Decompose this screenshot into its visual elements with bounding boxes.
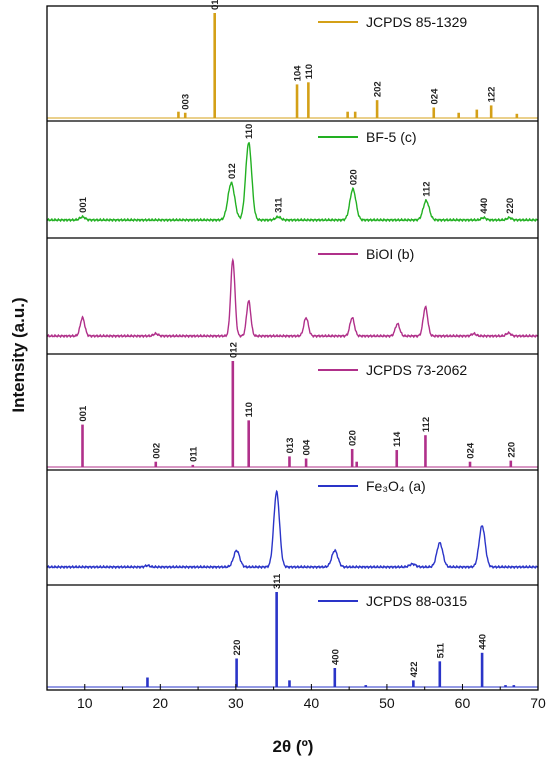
peak-label: 013 (285, 438, 296, 454)
peak-label: 012 (227, 163, 238, 179)
legend-label: BF-5 (c) (366, 129, 417, 145)
x-axis-title: 2θ (º) (273, 737, 314, 756)
x-tick-label: 10 (77, 695, 93, 711)
y-axis-title: Intensity (a.u.) (9, 297, 28, 412)
x-tick-label: 30 (228, 695, 244, 711)
peak-label: 012 (210, 0, 221, 10)
peak-label: 220 (232, 640, 243, 656)
axes-layer: 10 20 30 40 50 60 70 (46, 5, 546, 711)
panel-2: 001 012 110 311 020 112 440 220 BF-5 (c) (46, 124, 539, 223)
x-tick-label: 20 (153, 695, 169, 711)
peak-label: 114 (392, 431, 403, 447)
peak-label: 001 (78, 405, 89, 422)
x-tick-label: 70 (530, 695, 546, 711)
peak-label: 311 (272, 573, 283, 589)
peak-label: 104 (293, 65, 304, 82)
x-tick-label: 50 (379, 695, 395, 711)
peak-label: 220 (505, 198, 516, 214)
peak-label: 011 (188, 446, 199, 462)
peak-label: 020 (348, 169, 359, 185)
pattern-line (46, 489, 539, 570)
pattern-line (46, 141, 539, 223)
x-tick-label: 40 (304, 695, 320, 711)
peak-label: 110 (244, 124, 255, 139)
panel-5: Fe₃O₄ (a) (46, 478, 539, 570)
plot-frame (46, 5, 539, 691)
peak-label: 422 (409, 661, 420, 677)
peak-label: 202 (373, 81, 384, 97)
peak-label: 122 (487, 87, 498, 103)
peak-label: 002 (151, 443, 162, 459)
peak-label: 024 (466, 442, 477, 459)
peak-label: 400 (330, 649, 341, 665)
peak-label: 001 (78, 196, 89, 213)
peak-label: 112 (421, 417, 432, 432)
panel-6: 220 311 400 422 511 440 JCPDS 88-0315 (47, 573, 538, 688)
panel-1: 003 012 104 110 202 024 122 JCPDS 85-1329 (47, 0, 538, 119)
peak-label: 220 (506, 442, 517, 458)
peak-label: 020 (348, 430, 359, 446)
peak-label: 112 (422, 181, 433, 196)
peak-label: 311 (274, 197, 285, 213)
legend-label: JCPDS 73-2062 (366, 362, 467, 378)
legend-label: JCPDS 85-1329 (366, 14, 467, 30)
pattern-line (46, 257, 539, 339)
peak-label: 110 (304, 64, 315, 79)
peak-label: 024 (429, 88, 440, 105)
peak-label: 110 (244, 402, 255, 417)
peak-label: 440 (478, 634, 489, 650)
peak-label: 012 (228, 342, 239, 358)
legend-label: Fe₃O₄ (a) (366, 478, 426, 494)
peak-label: 511 (435, 642, 446, 658)
panel-3: BiOI (b) (46, 246, 539, 339)
peak-label: 003 (181, 94, 192, 110)
legend-label: BiOI (b) (366, 246, 414, 262)
peak-label: 440 (479, 198, 490, 214)
peak-label: 004 (302, 439, 313, 456)
x-tick-label: 60 (455, 695, 471, 711)
panel-4: 001 002 011 012 110 013 004 020 114 112 024 220 JCPD… (47, 342, 538, 468)
legend-label: JCPDS 88-0315 (366, 593, 467, 609)
